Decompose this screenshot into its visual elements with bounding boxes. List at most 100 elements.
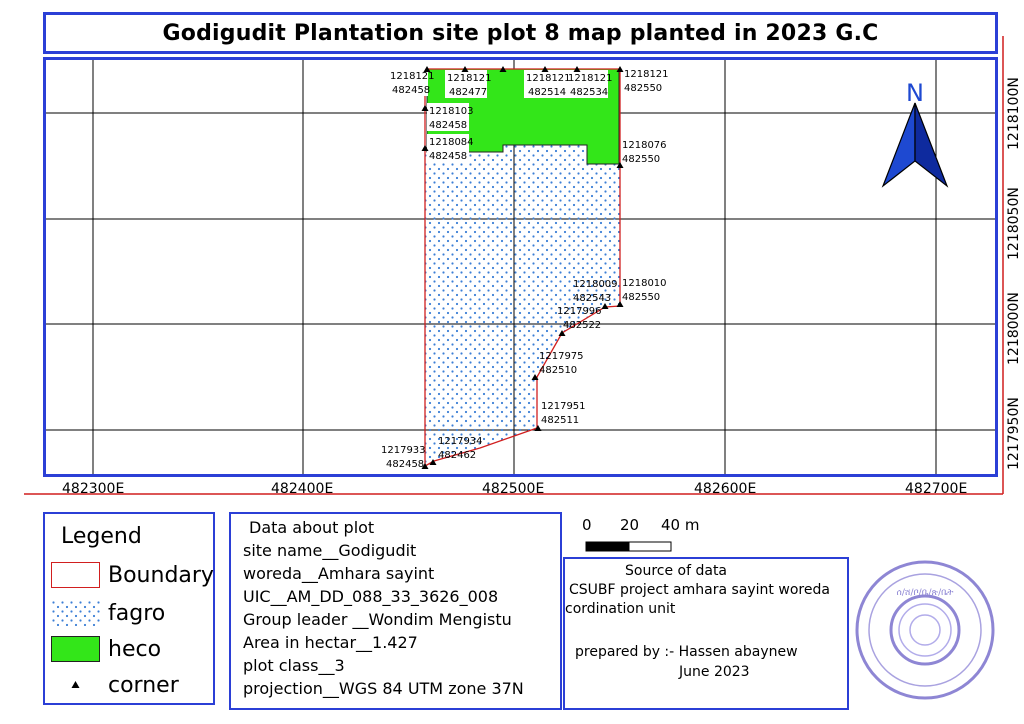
corner-label-e: 482511: [541, 415, 579, 426]
y-tick-label: 1218100N: [1006, 77, 1022, 150]
corner-marker: [499, 66, 507, 72]
corner-label-n: 1218121: [390, 71, 435, 82]
corner-label-n: 1217975: [539, 351, 584, 362]
label-bg: [388, 68, 428, 96]
scale-bar: [585, 541, 672, 552]
legend-item-corner: corner: [51, 672, 179, 698]
corner-label-n: 1218103: [429, 106, 474, 117]
y-tick-label: 1218050N: [1006, 187, 1022, 260]
corner-label-e: 482550: [622, 292, 660, 303]
corner-label-n: 1217951: [541, 401, 586, 412]
x-tick-label: 482700E: [905, 481, 968, 497]
label-bg: [445, 70, 487, 98]
y-tick-label: 1218000N: [1006, 292, 1022, 365]
source-panel: Source of data CSUBF project amhara sayi…: [563, 557, 849, 710]
source-heading: Source of data: [625, 563, 728, 579]
fagro-area: [425, 145, 620, 466]
corner-marker: [541, 66, 549, 72]
corner-marker: [531, 374, 539, 380]
corner-marker: [461, 66, 469, 72]
corner-label-e: 482458: [392, 85, 430, 96]
map-frame: [43, 57, 998, 477]
corner-label-n: 1217996: [557, 306, 602, 317]
plot-info-line: plot class__3: [243, 656, 345, 675]
corner-label-n: 1218121: [568, 73, 613, 84]
x-tick-label: 482500E: [482, 481, 545, 497]
prepared-date: June 2023: [679, 664, 750, 680]
corner-label-e: 482477: [449, 87, 487, 98]
plot-info-panel: Data about plot site name__Godigudit wor…: [229, 512, 562, 710]
x-tick-label: 482600E: [694, 481, 757, 497]
prepared-by: prepared by :- Hassen abaynew: [575, 644, 798, 660]
corner-marker: [421, 105, 429, 111]
legend-label: heco: [108, 636, 162, 662]
legend-item-heco: heco: [51, 636, 161, 662]
corner-label-e: 482550: [624, 83, 662, 94]
x-tick-label: 482300E: [62, 481, 125, 497]
label-bg: [427, 103, 469, 131]
corner-marker: [616, 162, 624, 168]
legend-title: Legend: [61, 524, 142, 549]
corner-label-n: 1218076: [622, 140, 667, 151]
x-tick-label: 482400E: [271, 481, 334, 497]
corner-labels: 1218121 482458 1218121 482477 1218121 48…: [381, 69, 669, 470]
corner-label-e: 482514: [528, 87, 566, 98]
stamp-text: ሰ/ሸ/ቦ/ቤ/ጽ/ቤት: [897, 588, 954, 598]
north-label: N: [906, 79, 924, 107]
plot-info-line: UIC__AM_DD_088_33_3626_008: [243, 587, 499, 606]
corner-marker: [421, 145, 429, 151]
legend-label: fagro: [108, 600, 166, 626]
corner-marker: [534, 425, 542, 431]
corner-label-n: 1218121: [624, 69, 669, 80]
corner-label-n: 1217934: [438, 436, 483, 447]
corner-label-e: 482510: [539, 365, 577, 376]
label-backgrounds: [388, 68, 608, 162]
plot-info-line: Group leader __Wondim Mengistu: [243, 610, 512, 629]
north-arrow-icon: N: [881, 79, 949, 188]
corner-label-n: 1218121: [447, 73, 492, 84]
scale-label: 20: [620, 516, 640, 534]
plot-info-line: site name__Godigudit: [243, 541, 417, 560]
corner-marker: [601, 303, 609, 309]
label-bg: [566, 70, 608, 98]
label-bg: [524, 70, 566, 98]
corner-label-e: 482543: [573, 293, 611, 304]
fagro-swatch: [51, 600, 100, 626]
source-line: cordination unit: [565, 601, 676, 617]
legend-label: Boundary: [108, 562, 214, 588]
corner-label-e: 482458: [429, 151, 467, 162]
legend-panel: Legend Boundary fagro heco corner: [43, 512, 215, 705]
label-bg: [427, 134, 469, 162]
corner-label-n: 1218121: [526, 73, 571, 84]
heco-swatch: [51, 636, 100, 662]
corner-label-n: 1217933: [381, 445, 426, 456]
corner-label-n: 1218009: [573, 279, 618, 290]
corner-markers: [421, 66, 624, 469]
corner-label-e: 482462: [438, 450, 476, 461]
corner-marker: [616, 66, 624, 72]
scale-label: 40 m: [661, 516, 700, 534]
corner-marker: [423, 66, 431, 72]
map-title-box: Godigudit Plantation site plot 8 map pla…: [43, 12, 998, 54]
corner-label-n: 1218010: [622, 278, 667, 289]
plot-info-heading: Data about plot: [249, 518, 375, 537]
corner-marker: [558, 330, 566, 336]
map-canvas: 1218121 482458 1218121 482477 1218121 48…: [24, 36, 1004, 495]
legend-label: corner: [108, 672, 179, 698]
corner-label-n: 1218084: [429, 137, 474, 148]
legend-item-fagro: fagro: [51, 600, 165, 626]
map-title: Godigudit Plantation site plot 8 map pla…: [162, 20, 879, 46]
boundary-swatch: [51, 562, 100, 588]
plot-info-line: woreda__Amhara sayint: [243, 564, 435, 583]
corner-marker: [573, 66, 581, 72]
corner-label-e: 482550: [622, 154, 660, 165]
corner-label-e: 482458: [386, 459, 424, 470]
corner-marker: [429, 459, 437, 465]
office-seal-stamp: ሰ/ሸ/ቦ/ቤ/ጽ/ቤት: [855, 560, 995, 700]
scale-label: 0: [582, 516, 592, 534]
corner-label-e: 482458: [429, 120, 467, 131]
source-line: CSUBF project amhara sayint woreda: [569, 582, 830, 598]
plot-info-line: Area in hectar__1.427: [243, 633, 418, 652]
corner-marker: [421, 463, 429, 469]
corner-label-e: 482522: [563, 320, 601, 331]
